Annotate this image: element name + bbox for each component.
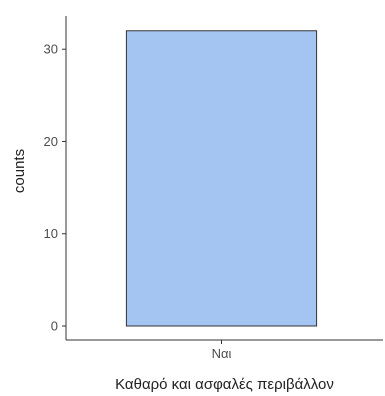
y-axis-title: counts	[11, 149, 28, 193]
bars	[125, 30, 318, 327]
x-axis-title: Καθαρό και ασφαλές περιβάλλον	[115, 376, 334, 393]
x-tick-label: Ναι	[212, 346, 232, 361]
x-axis-ticks: Ναι	[212, 340, 232, 361]
y-tick-label: 10	[44, 226, 58, 241]
y-axis-ticks: 0 10 20 30	[44, 42, 66, 334]
y-tick-label: 20	[44, 134, 58, 149]
bar-0	[125, 30, 318, 327]
y-tick-label: 30	[44, 42, 58, 57]
y-tick-label: 0	[51, 319, 58, 334]
